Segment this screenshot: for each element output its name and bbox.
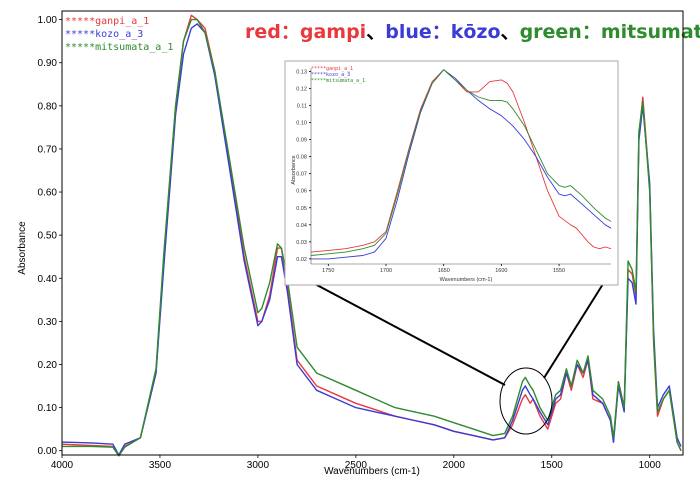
inset-y-tick-label: 0.05 — [296, 206, 307, 212]
main-y-tick-label: 0.70 — [38, 144, 58, 155]
main-x-tick-label: 2500 — [345, 460, 368, 471]
inset-background — [284, 60, 619, 286]
main-series-group — [61, 14, 682, 457]
inset-axes: 1750 1700 1650 1600 1550 0.02 0.03 0.04 0.05 0.06… — [296, 68, 611, 274]
x-axis-title: Wavenumbers (cm-1) — [324, 466, 420, 477]
chart-headline: red：gampi、blue：kōzo、green：mitsumata — [245, 21, 700, 43]
inset-chart: 1750 1700 1650 1600 1550 0.02 0.03 0.04 0.05 0.06… — [284, 60, 619, 286]
inset-y-tick-label: 0.11 — [297, 103, 307, 109]
inset-series-line-2 — [310, 69, 612, 256]
headline-blue-label: blue：kōzo — [385, 21, 500, 43]
main-x-tick-label: 2000 — [443, 460, 466, 471]
inset-y-tick-label: 0.02 — [296, 257, 307, 263]
main-x-tick-label: 1000 — [639, 460, 662, 471]
legend-entry-ganpi: *****ganpi_a_1 — [65, 16, 149, 27]
main-y-tick-label: 0.20 — [38, 360, 58, 371]
inset-y-tick-label: 0.10 — [296, 121, 307, 127]
inset-y-tick-label: 0.08 — [296, 155, 307, 161]
main-y-tick-label: 0.90 — [38, 58, 58, 69]
main-series-line-2 — [62, 18, 682, 457]
inset-y-tick-label: 0.06 — [296, 189, 307, 195]
main-y-tick-label: 0.80 — [38, 101, 58, 112]
inset-series-line-0 — [310, 69, 612, 253]
inset-series-group — [310, 69, 612, 260]
main-plot-frame — [61, 10, 684, 456]
inset-y-tick-label: 0.03 — [296, 240, 307, 246]
headline-red-label: red：gampi — [245, 21, 366, 43]
main-y-tick-label: 0.10 — [38, 403, 58, 414]
main-y-tick-label: 0.00 — [38, 446, 58, 457]
inset-y-tick-label: 0.12 — [296, 86, 307, 92]
inset-x-tick-label: 1550 — [553, 268, 565, 274]
inset-series-line-1 — [311, 69, 612, 260]
main-x-tick-label: 4000 — [51, 460, 74, 471]
legend-entry-mitsumata: *****mitsumata_a_1 — [65, 42, 173, 53]
main-y-tick-label: 0.50 — [38, 231, 58, 242]
inset-legend-entry-kozo: *****kozo_a_3 — [311, 72, 350, 78]
inset-legend: *****ganpi_a_1 *****kozo_a_3 *****mitsum… — [311, 66, 365, 84]
inset-x-axis-title: Wavenumbers (cm-1) — [440, 277, 493, 283]
inset-x-tick-label: 1700 — [380, 268, 392, 274]
inset-legend-entry-ganpi: *****ganpi_a_1 — [311, 66, 353, 72]
inset-y-tick-label: 0.13 — [296, 69, 307, 75]
headline-separator: 、 — [366, 21, 385, 43]
inset-x-tick-label: 1650 — [438, 268, 450, 274]
inset-y-tick-label: 0.07 — [296, 172, 307, 178]
main-x-tick-label: 3000 — [247, 460, 270, 471]
main-y-tick-label: 0.30 — [38, 317, 58, 328]
inset-y-axis-title: Absorbance — [291, 155, 297, 184]
inset-y-tick-label: 0.09 — [296, 138, 307, 144]
headline-green-label: green：mitsumata — [520, 21, 700, 43]
headline-separator: 、 — [501, 21, 520, 43]
main-axes: 4000 3500 3000 2500 2000 1500 1000 0.00 0.10 0.20… — [38, 10, 684, 471]
zoom-callout — [314, 283, 604, 435]
callout-line-left — [314, 283, 506, 386]
main-series-line-1 — [61, 23, 682, 456]
zoom-region-ellipse — [499, 367, 553, 435]
main-x-tick-label: 3500 — [149, 460, 172, 471]
inset-x-tick-label: 1750 — [322, 268, 334, 274]
main-y-tick-label: 0.60 — [38, 188, 58, 199]
main-x-tick-label: 1500 — [541, 460, 564, 471]
main-y-tick-label: 1.00 — [38, 15, 58, 26]
main-legend: *****ganpi_a_1 *****kozo_a_3 *****mitsum… — [65, 16, 173, 53]
legend-entry-kozo: *****kozo_a_3 — [65, 29, 143, 40]
main-y-tick-label: 0.40 — [38, 274, 58, 285]
callout-line-right — [543, 283, 604, 379]
inset-x-tick-label: 1600 — [495, 268, 507, 274]
y-axis-title: Absorbance — [17, 221, 28, 275]
inset-legend-entry-mitsumata: *****mitsumata_a_1 — [311, 78, 365, 84]
inset-y-tick-label: 0.04 — [296, 223, 307, 229]
